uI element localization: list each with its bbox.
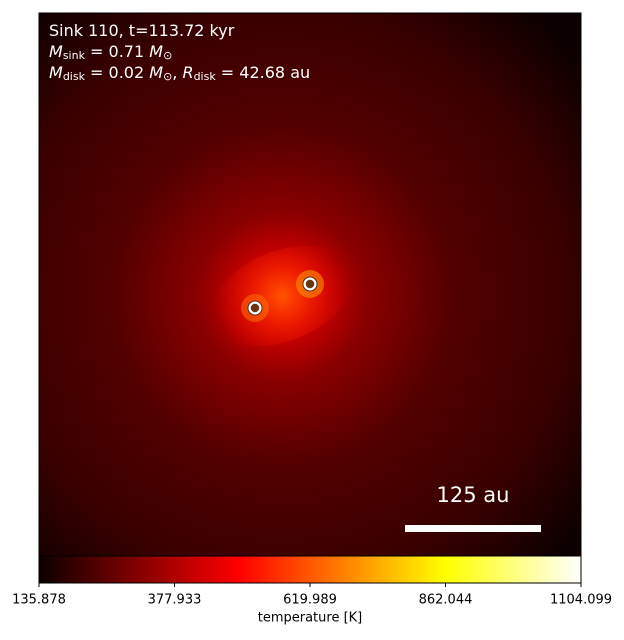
annotation-text: = 42.68 au (216, 63, 310, 82)
scale-bar (405, 525, 541, 532)
annotation-text: = 0.02 (85, 63, 149, 82)
annotation-subscript: disk (194, 70, 217, 83)
annotation-text: , (172, 63, 182, 82)
annotation-subscript: ⊙ (163, 49, 172, 62)
annotation-text: M (49, 42, 63, 61)
colorbar-tick-label: 135.878 (12, 593, 66, 608)
colorbar-ticks: 135.878 377.933 619.989 862.044 1104.099 (12, 583, 612, 608)
annotation-text: Sink 110, t=113.72 kyr (49, 21, 235, 40)
annotation-subscript: disk (63, 70, 86, 83)
annotation-text: = 0.71 (85, 42, 149, 61)
scale-bar-label: 125 au (437, 483, 510, 507)
annotation-subscript: ⊙ (163, 70, 172, 83)
annotation-text: M (149, 42, 163, 61)
annotation: Mdisk = 0.02 M⊙, Rdisk = 42.68 au (49, 63, 310, 84)
annotation-text: M (49, 63, 63, 82)
sink (247, 300, 263, 316)
colorbar-tick-label: 1104.099 (550, 593, 612, 608)
colorbar-tick-label: 862.044 (419, 593, 473, 608)
sink (302, 276, 318, 292)
colorbar (38, 555, 582, 584)
colorbar-tick-label: 619.989 (283, 593, 337, 608)
annotation: Msink = 0.71 M⊙ (49, 42, 172, 63)
annotation-text: R (182, 63, 193, 82)
annotation-text: M (149, 63, 163, 82)
colorbar-tick-label: 377.933 (148, 593, 202, 608)
annotation: Sink 110, t=113.72 kyr (49, 21, 235, 40)
annotation-subscript: sink (63, 49, 86, 62)
colorbar-label: temperature [K] (258, 611, 363, 626)
